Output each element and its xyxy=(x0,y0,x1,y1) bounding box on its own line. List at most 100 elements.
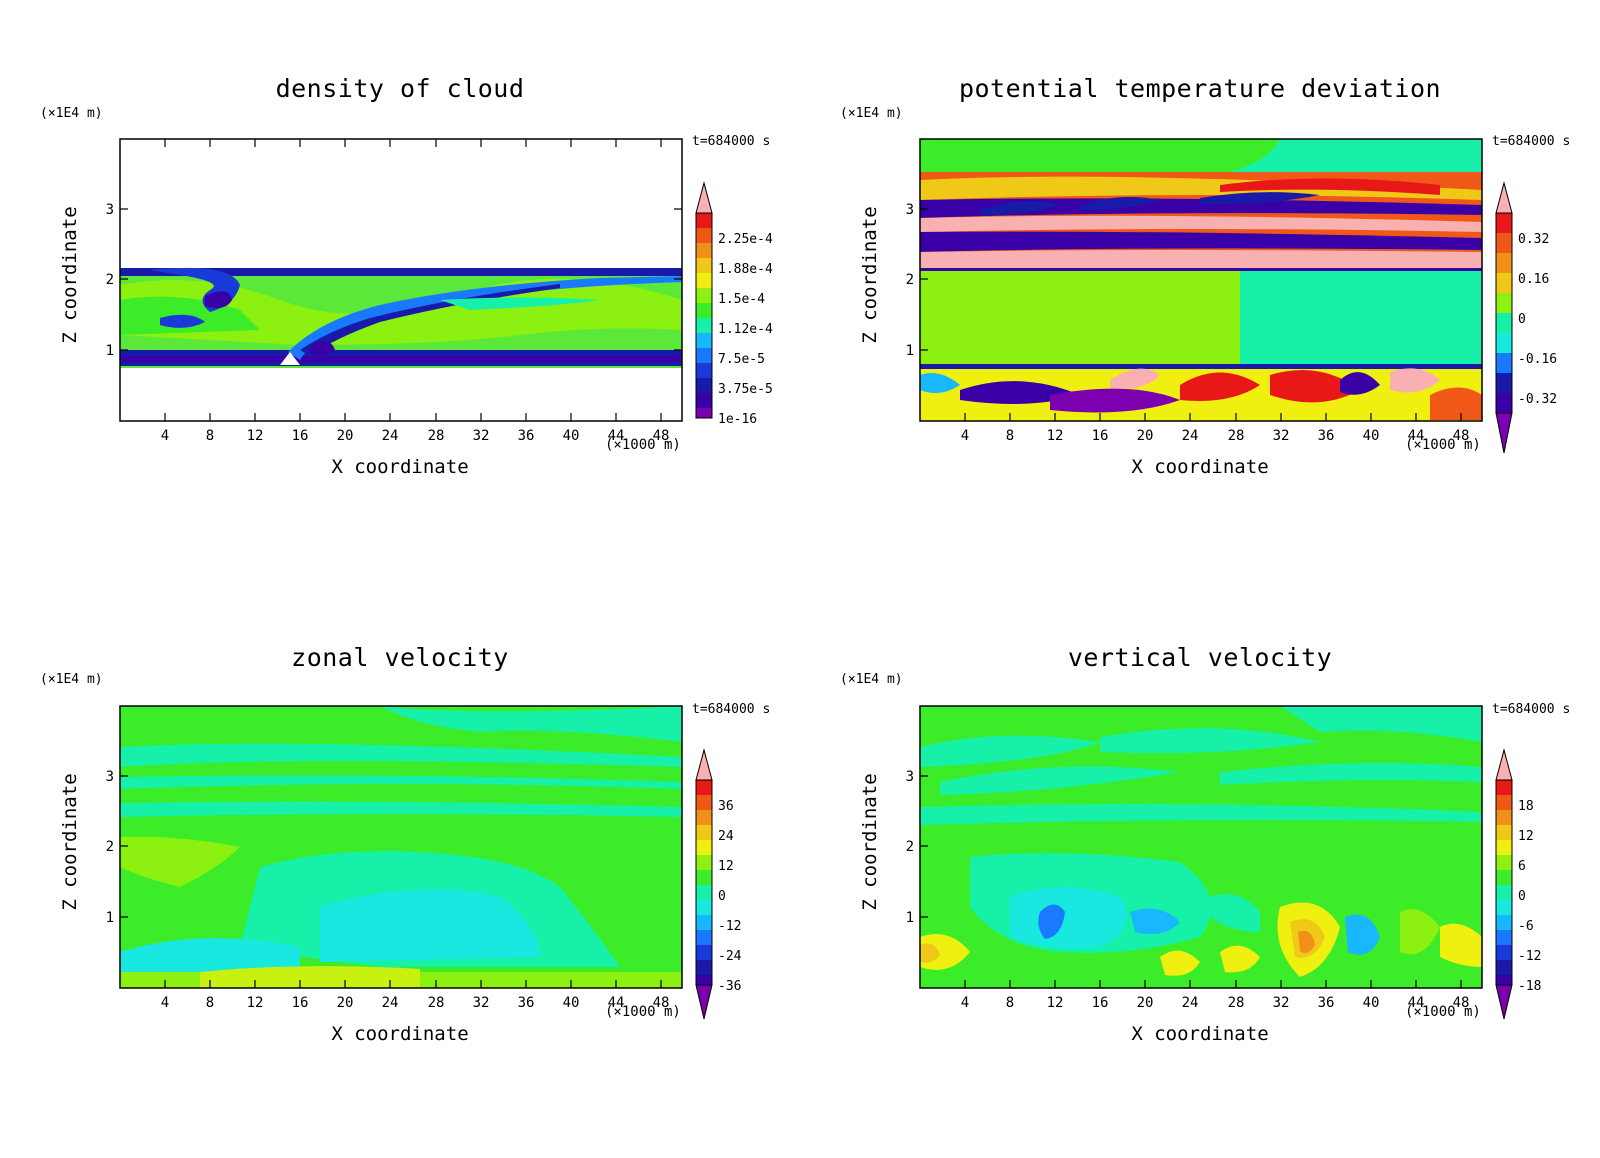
y-tick-labels: 1 2 3 xyxy=(106,202,114,359)
x-tick-label: 8 xyxy=(1006,428,1014,444)
x-tick-label: 40 xyxy=(563,995,580,1011)
panel-density-of-cloud: density of cloud (×1E4 m) t=684000 s xyxy=(0,0,800,579)
colorbar-label: -12 xyxy=(718,919,741,934)
x-tick-label: 4 xyxy=(961,428,969,444)
x-tick-label: 48 xyxy=(653,428,670,444)
colorbar-label: 12 xyxy=(1518,829,1534,844)
y-tick-label: 3 xyxy=(906,202,914,218)
field-zonal xyxy=(120,706,682,988)
colorbar-label: 3.75e-5 xyxy=(718,382,773,397)
colorbar-label: -12 xyxy=(1518,949,1541,964)
panel-title: potential temperature deviation xyxy=(958,74,1442,103)
x-tick-label: 36 xyxy=(518,428,535,444)
x-tick-label: 32 xyxy=(473,428,490,444)
x-tick-label: 16 xyxy=(292,995,309,1011)
y-tick-labels: 1 2 3 xyxy=(906,769,914,926)
colorbar-label: 0 xyxy=(718,889,726,904)
x-tick-label: 40 xyxy=(1363,428,1380,444)
colorbar xyxy=(1495,181,1513,454)
panel-title: density of cloud xyxy=(275,74,525,103)
y-scale-label: (×1E4 m) xyxy=(840,672,903,687)
y-ticks xyxy=(920,775,928,918)
y-axis-label: Z coordinate xyxy=(859,206,881,344)
colorbar-top-arrow xyxy=(1495,748,1513,781)
x-tick-label: 44 xyxy=(608,428,625,444)
x-tick-label: 8 xyxy=(1006,995,1014,1011)
colorbar-label: 7.5e-5 xyxy=(718,352,765,367)
x-ticks xyxy=(964,413,1462,421)
x-ticks xyxy=(164,980,662,988)
colorbar-label: -18 xyxy=(1518,979,1541,994)
x-tick-label: 28 xyxy=(1228,995,1245,1011)
x-tick-label: 28 xyxy=(428,995,445,1011)
x-tick-label: 32 xyxy=(473,995,490,1011)
colorbar-top-arrow xyxy=(695,181,713,214)
y-tick-label: 2 xyxy=(906,272,914,288)
x-tick-label: 4 xyxy=(961,995,969,1011)
y-axis-label: Z coordinate xyxy=(59,206,81,344)
x-axis-label: X coordinate xyxy=(1131,456,1269,478)
panel-title: vertical velocity xyxy=(1067,643,1333,672)
y-tick-label: 2 xyxy=(906,839,914,855)
plot-area: 4 8 12 16 20 24 28 32 36 40 44 48 1 2 3 xyxy=(106,138,773,444)
colorbar-labels: 0.32 0.16 0 -0.16 -0.32 xyxy=(1518,232,1557,407)
x-tick-label: 8 xyxy=(206,428,214,444)
panel-vertical-velocity: vertical velocity (×1E4 m) t=684000 s xyxy=(800,579,1600,1158)
colorbar-label: 0.16 xyxy=(1518,272,1549,287)
colorbar-label: -6 xyxy=(1518,919,1534,934)
x-tick-label: 12 xyxy=(1047,995,1064,1011)
plot-area: 4 8 12 16 20 24 28 32 36 40 44 48 1 2 3 xyxy=(106,705,742,1020)
x-tick-label: 24 xyxy=(1182,995,1199,1011)
colorbar-bottom-arrow xyxy=(695,984,713,1020)
x-axis-label: X coordinate xyxy=(1131,1023,1269,1045)
y-tick-labels: 1 2 3 xyxy=(906,202,914,359)
x-tick-label: 36 xyxy=(1318,995,1335,1011)
x-tick-label: 36 xyxy=(518,995,535,1011)
colorbar-label: 6 xyxy=(1518,859,1526,874)
colorbar-labels: 2.25e-4 1.88e-4 1.5e-4 1.12e-4 7.5e-5 3.… xyxy=(718,232,773,427)
x-tick-label: 12 xyxy=(1047,428,1064,444)
x-tick-label: 44 xyxy=(608,995,625,1011)
y-axis-label: Z coordinate xyxy=(59,773,81,911)
colorbar xyxy=(695,748,713,1020)
y-tick-label: 1 xyxy=(106,910,114,926)
x-tick-label: 8 xyxy=(206,995,214,1011)
y-ticks xyxy=(120,208,682,351)
x-tick-label: 44 xyxy=(1408,995,1425,1011)
x-tick-label: 44 xyxy=(1408,428,1425,444)
field-theta xyxy=(920,139,1482,421)
x-unit-label: (×1000 m) xyxy=(605,1004,681,1020)
y-ticks xyxy=(120,775,128,918)
x-tick-label: 36 xyxy=(1318,428,1335,444)
y-tick-label: 2 xyxy=(106,839,114,855)
time-label: t=684000 s xyxy=(692,702,771,717)
x-tick-label: 4 xyxy=(161,995,169,1011)
colorbar-labels: 18 12 6 0 -6 -12 -18 xyxy=(1518,799,1541,994)
x-tick-label: 28 xyxy=(428,428,445,444)
x-tick-label: 32 xyxy=(1273,995,1290,1011)
y-ticks xyxy=(920,208,928,351)
y-tick-label: 3 xyxy=(106,769,114,785)
colorbar-label: -0.16 xyxy=(1518,352,1557,367)
plot-frame xyxy=(919,705,1483,989)
y-axis-label: Z coordinate xyxy=(859,773,881,911)
colorbar-label: 12 xyxy=(718,859,734,874)
x-tick-label: 24 xyxy=(382,428,399,444)
x-tick-label: 20 xyxy=(337,428,354,444)
time-label: t=684000 s xyxy=(1492,134,1571,149)
field-density xyxy=(120,139,682,421)
colorbar-label: 0.32 xyxy=(1518,232,1549,247)
colorbar-label: -36 xyxy=(718,979,741,994)
x-tick-label: 20 xyxy=(1137,428,1154,444)
colorbar-label: 36 xyxy=(718,799,734,814)
y-tick-label: 2 xyxy=(106,272,114,288)
x-tick-label: 48 xyxy=(1453,995,1470,1011)
x-unit-label: (×1000 m) xyxy=(1405,1004,1481,1020)
x-tick-label: 24 xyxy=(382,995,399,1011)
x-tick-label: 48 xyxy=(1453,428,1470,444)
plot-frame xyxy=(119,705,683,989)
x-tick-label: 20 xyxy=(337,995,354,1011)
colorbar-label: 1.5e-4 xyxy=(718,292,765,307)
y-tick-labels: 1 2 3 xyxy=(106,769,114,926)
x-ticks xyxy=(964,980,1462,988)
